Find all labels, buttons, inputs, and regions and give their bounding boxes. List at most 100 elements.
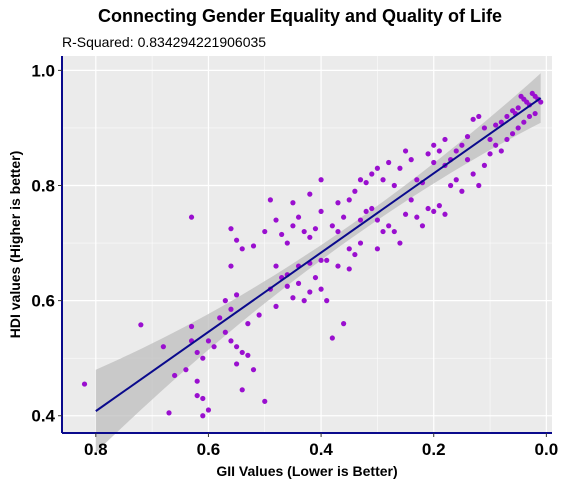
data-point [205, 407, 212, 413]
data-point [498, 119, 504, 125]
data-point [425, 151, 431, 157]
data-point [329, 335, 335, 341]
data-point [363, 208, 369, 215]
y-tick-label: 1.0 [31, 61, 55, 80]
x-tick-label: 0.4 [309, 440, 333, 459]
data-point [391, 182, 397, 189]
data-point [459, 142, 465, 148]
data-point [312, 274, 319, 281]
data-point [228, 338, 234, 344]
data-point [459, 188, 465, 194]
data-point [273, 217, 279, 223]
data-point [464, 157, 471, 163]
data-point [295, 214, 302, 220]
data-point [245, 321, 251, 327]
data-point [470, 116, 476, 122]
data-point [324, 298, 330, 304]
data-point [200, 355, 206, 361]
data-point [307, 191, 313, 197]
data-point [509, 131, 516, 137]
data-point [453, 177, 459, 183]
data-point [352, 188, 358, 194]
data-point [256, 312, 262, 318]
data-point [194, 378, 200, 384]
chart-subtitle: R-Squared: 0.834294221906035 [62, 34, 266, 50]
data-point [470, 171, 476, 177]
x-tick-label: 0.8 [84, 440, 108, 459]
data-point [504, 136, 510, 143]
data-point [160, 344, 166, 350]
data-point [217, 315, 223, 321]
data-point [233, 237, 240, 243]
data-point [515, 105, 521, 111]
data-point [250, 243, 257, 249]
data-point [386, 223, 392, 229]
data-point [335, 263, 341, 269]
data-point [290, 295, 296, 301]
x-axis-ticks: 0.8 0.6 0.4 0.2 0.0 [84, 433, 558, 459]
data-point [284, 283, 290, 289]
data-point [318, 177, 324, 183]
data-point [498, 148, 504, 154]
data-point [228, 263, 234, 269]
x-tick-label: 0.2 [422, 440, 446, 459]
data-point [357, 177, 364, 183]
data-point [431, 208, 437, 215]
regression-line [95, 97, 542, 412]
data-point [346, 266, 352, 272]
data-point [228, 226, 234, 232]
data-point [453, 148, 459, 154]
data-point [515, 125, 521, 131]
data-points [81, 90, 544, 419]
data-point [233, 361, 240, 367]
data-point [284, 240, 290, 246]
data-point [408, 157, 414, 163]
data-point [233, 292, 240, 298]
data-point [295, 280, 302, 286]
data-point [312, 226, 319, 232]
data-point [205, 338, 212, 344]
data-point [448, 182, 454, 189]
data-point [518, 93, 524, 99]
data-point [172, 372, 178, 379]
data-point [476, 182, 482, 189]
y-axis-ticks: 0.4 0.6 0.8 1.0 [31, 61, 62, 426]
data-point [363, 180, 369, 186]
data-point [341, 321, 347, 327]
data-point [194, 349, 200, 356]
data-point [262, 228, 268, 235]
data-point [245, 352, 251, 358]
grid-lines [62, 56, 552, 433]
data-point [487, 136, 493, 143]
data-point [436, 203, 442, 209]
data-point [200, 413, 206, 419]
data-point [239, 246, 245, 252]
data-point [318, 286, 324, 292]
data-point [374, 165, 381, 171]
data-point [329, 223, 335, 229]
data-point [521, 119, 527, 125]
data-point [397, 240, 403, 246]
data-point [307, 289, 313, 295]
data-point [380, 228, 386, 235]
data-point [279, 231, 285, 238]
data-point [290, 200, 296, 206]
data-point [138, 322, 144, 328]
data-point [369, 205, 375, 212]
data-point [335, 200, 341, 206]
confidence-band [95, 73, 541, 453]
data-point [341, 214, 347, 220]
data-point [380, 177, 386, 183]
r-squared-value: 0.834294221906035 [137, 34, 267, 50]
data-point [431, 159, 437, 166]
data-point [414, 214, 420, 220]
data-point [414, 177, 420, 183]
data-point [188, 323, 195, 330]
data-point [532, 110, 538, 117]
data-point [431, 142, 437, 148]
data-point [183, 367, 189, 373]
data-point [273, 303, 279, 309]
data-point [357, 240, 364, 246]
data-point [386, 159, 392, 166]
